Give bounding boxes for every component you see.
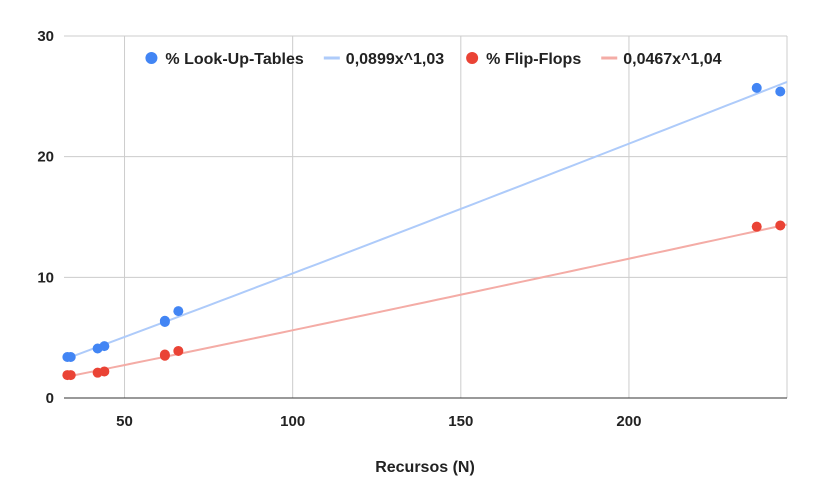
legend-marker-icon <box>145 52 158 64</box>
data-points <box>62 82 786 381</box>
data-point <box>65 351 76 362</box>
legend-item: % Look-Up-Tables <box>145 51 304 68</box>
data-point <box>99 341 110 352</box>
trendline <box>63 80 788 361</box>
legend-label: 0,0899x^1,03 <box>346 51 444 68</box>
legend-label: 0,0467x^1,04 <box>623 51 721 68</box>
x-tick-label: 200 <box>616 413 641 430</box>
data-point <box>159 315 170 326</box>
x-tick-label: 150 <box>448 413 473 430</box>
data-point <box>775 86 786 97</box>
grid <box>64 35 788 398</box>
y-tick-label: 20 <box>37 149 54 166</box>
trendline <box>63 223 788 379</box>
x-axis-title: Recursos (N) <box>375 459 475 476</box>
data-point <box>65 370 76 381</box>
legend-label: % Flip-Flops <box>486 51 581 68</box>
legend-marker-icon <box>466 52 479 64</box>
legend-item: 0,0899x^1,03 <box>323 51 444 68</box>
legend: % Look-Up-Tables 0,0899x^1,03 % Flip-Flops… <box>145 51 722 68</box>
y-tick-label: 30 <box>37 28 54 45</box>
data-point <box>159 349 170 360</box>
data-point <box>775 220 786 231</box>
data-point <box>751 82 762 93</box>
data-point <box>173 306 184 317</box>
x-tick-label: 100 <box>280 413 305 430</box>
trendlines <box>63 80 788 379</box>
legend-item: 0,0467x^1,04 <box>601 51 722 68</box>
y-tick-label: 10 <box>37 269 54 286</box>
data-point <box>99 366 110 377</box>
x-tick-label: 50 <box>116 413 133 430</box>
y-tick-label: 0 <box>46 390 54 407</box>
legend-label: % Look-Up-Tables <box>165 51 303 68</box>
axes: 0 10 20 30 50 100 150 200 <box>37 28 787 430</box>
data-point <box>751 221 762 232</box>
data-point <box>173 345 184 356</box>
legend-item: % Flip-Flops <box>466 51 581 68</box>
